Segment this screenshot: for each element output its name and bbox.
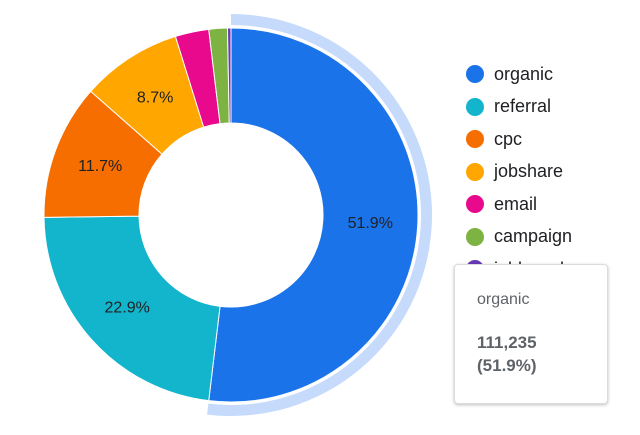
legend-label: organic bbox=[494, 63, 554, 84]
tooltip-percent: (51.9%) bbox=[477, 356, 537, 375]
slice-label-organic: 51.9% bbox=[348, 215, 393, 232]
slice-label-jobshare: 8.7% bbox=[137, 89, 173, 106]
legend-dot-icon bbox=[466, 227, 484, 246]
legend-label: campaign bbox=[494, 226, 573, 247]
legend-label: referral bbox=[494, 96, 552, 117]
legend-item-referral[interactable]: referral bbox=[466, 91, 636, 124]
slice-label-cpc: 11.7% bbox=[78, 158, 122, 175]
legend-dot-icon bbox=[466, 97, 484, 116]
legend-item-jobshare[interactable]: jobshare bbox=[466, 156, 636, 189]
chart-tooltip: organic 111,235 (51.9%) bbox=[454, 264, 608, 404]
legend-label: jobshare bbox=[494, 161, 564, 182]
legend-dot-icon bbox=[466, 162, 484, 181]
slice-referral[interactable] bbox=[43, 215, 221, 402]
legend-label: email bbox=[494, 193, 538, 214]
legend-label: jobboard bbox=[494, 259, 564, 267]
legend-item-campaign[interactable]: campaign bbox=[466, 221, 636, 254]
legend-item-jobboard[interactable]: jobboard bbox=[466, 253, 636, 267]
legend-dot-icon bbox=[466, 65, 484, 84]
legend-dot-icon bbox=[466, 195, 484, 214]
legend-dot-icon bbox=[466, 260, 484, 267]
chart-legend: organic referral cpc jobshare email campaign j… bbox=[466, 58, 636, 267]
tooltip-title: organic bbox=[477, 291, 530, 308]
tooltip-value: 111,235 bbox=[477, 333, 537, 352]
slice-organic[interactable] bbox=[208, 27, 419, 403]
slice-label-referral: 22.9% bbox=[105, 300, 150, 317]
legend-item-email[interactable]: email bbox=[466, 188, 636, 221]
legend-label: cpc bbox=[494, 128, 523, 149]
legend-item-cpc[interactable]: cpc bbox=[466, 123, 636, 156]
legend-item-organic[interactable]: organic bbox=[466, 58, 636, 91]
slice-jobboard[interactable] bbox=[226, 27, 232, 124]
legend-dot-icon bbox=[466, 130, 484, 149]
